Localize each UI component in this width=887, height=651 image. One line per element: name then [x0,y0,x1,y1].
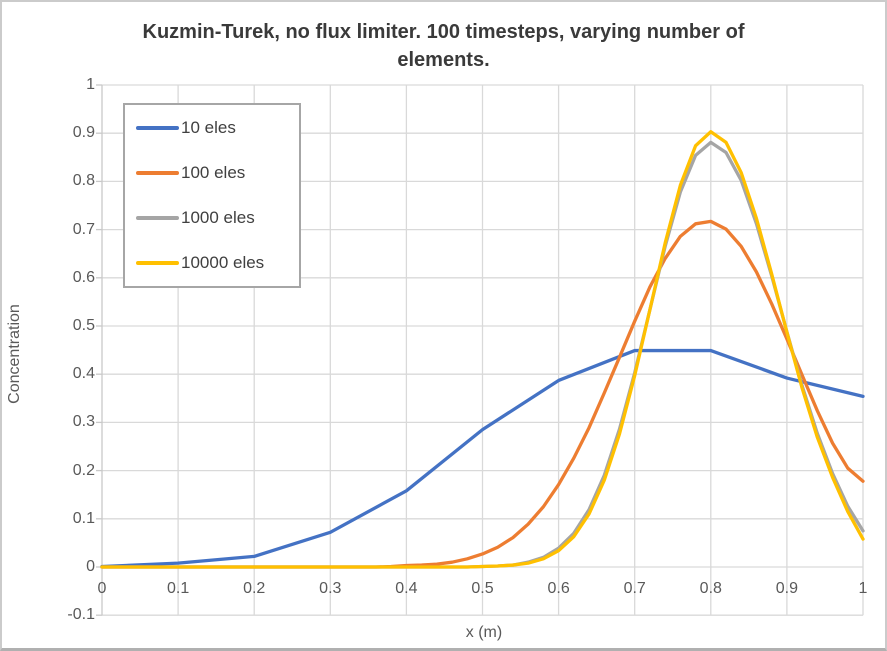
legend-label: 100 eles [181,162,246,182]
chart-title: Kuzmin-Turek, no flux limiter. 100 times… [2,18,885,74]
legend-swatch-10000-eles [136,261,179,266]
y-tick-label: 0 [86,558,95,575]
y-tick-label: 0.6 [72,268,95,286]
x-tick-label: 1 [858,580,868,597]
legend-swatch-100-eles [136,170,179,175]
legend-item-100-eles: 100 eles [136,163,299,183]
chart-title-line1: Kuzmin-Turek, no flux limiter. 100 times… [142,21,745,43]
legend-swatch-10-eles [136,125,179,130]
x-tick-label: 0.9 [775,580,799,597]
x-tick-label: 0.8 [699,580,722,597]
y-tick-label: -0.1 [67,606,95,624]
legend-label: 10 eles [181,117,236,137]
legend-item-10-eles: 10 eles [136,118,299,138]
chart-title-line2: elements. [397,49,490,71]
legend-swatch-1000-eles [136,216,179,221]
legend-item-1000-eles: 1000 eles [136,208,299,228]
y-tick-label: 0.1 [72,509,95,527]
y-tick-label: 0.5 [72,317,95,334]
series-line-10000-eles [100,130,865,569]
legend: 10 eles 100 eles 1000 eles 10000 eles [123,103,301,288]
legend-label: 10000 eles [181,253,265,273]
y-tick-label: 0.8 [72,172,95,190]
y-axis-title: Concentration [6,304,23,404]
y-tick-label: 0.9 [72,124,95,142]
x-tick-label: 0.3 [319,580,342,597]
x-tick-label: 0 [97,580,107,597]
y-tick-label: 1 [86,76,95,93]
x-axis-title: x (m) [465,624,503,641]
x-tick-label: 0.4 [395,580,418,597]
y-tick-label: 0.7 [72,220,95,238]
legend-label: 1000 eles [181,208,255,228]
x-tick-label: 0.1 [166,580,190,597]
x-tick-label: 0.7 [623,580,646,597]
x-tick-label: 0.6 [547,580,570,597]
y-tick-label: 0.3 [72,413,95,431]
legend-item-10000-eles: 10000 eles [136,253,299,273]
x-tick-label: 0.2 [243,580,266,597]
y-tick-label: 0.2 [72,461,95,479]
series-line-10-eles [100,348,865,569]
x-tick-label: 0.5 [471,580,494,597]
y-tick-label: 0.4 [72,365,95,383]
